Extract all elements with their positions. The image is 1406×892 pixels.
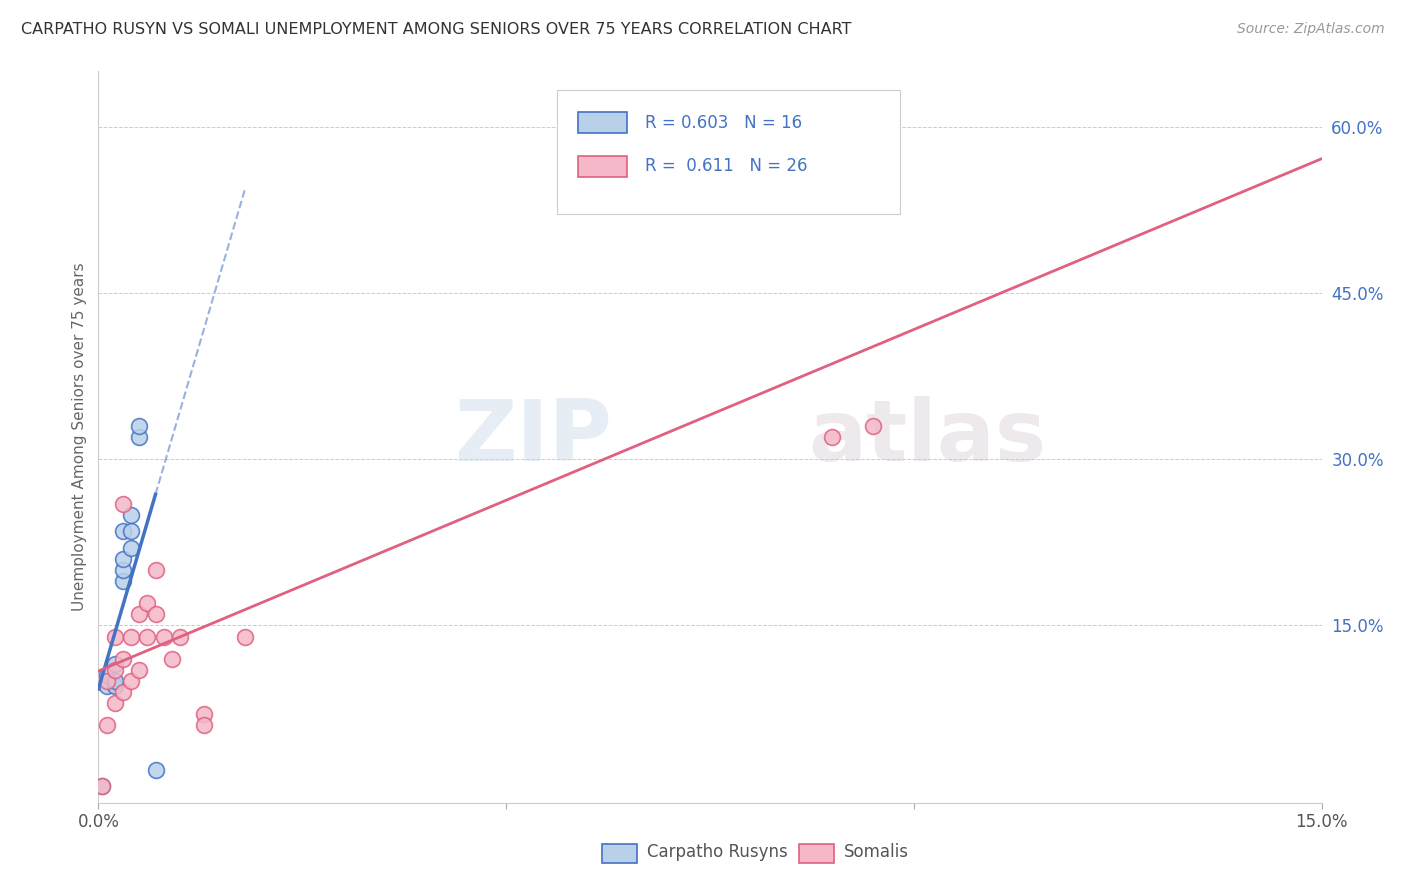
Point [128,430,150,444]
Text: CARPATHO RUSYN VS SOMALI UNEMPLOYMENT AMONG SENIORS OVER 75 YEARS CORRELATION CH: CARPATHO RUSYN VS SOMALI UNEMPLOYMENT AM… [21,22,852,37]
Point [104,680,127,694]
Text: R = 0.603   N = 16: R = 0.603 N = 16 [645,113,803,131]
Point [193,718,215,732]
Point [91,779,114,793]
Text: Carpatho Rusyns: Carpatho Rusyns [647,843,787,861]
Point [96,668,118,682]
Point [128,419,150,434]
Point [169,630,191,644]
Point [120,524,142,539]
Point [104,673,127,688]
Point [111,651,134,665]
Point [145,763,167,777]
Point [96,673,118,688]
Point [136,596,159,610]
Point [104,657,127,672]
FancyBboxPatch shape [557,90,900,214]
Point [104,663,127,677]
Point [821,430,844,444]
Point [96,680,118,694]
Point [160,651,183,665]
Point [862,419,884,434]
Point [111,574,134,589]
Text: ZIP: ZIP [454,395,612,479]
Y-axis label: Unemployment Among Seniors over 75 years: Unemployment Among Seniors over 75 years [72,263,87,611]
Text: atlas: atlas [808,395,1046,479]
Point [91,779,114,793]
Point [104,696,127,710]
Point [104,630,127,644]
Point [152,630,174,644]
Point [233,630,256,644]
FancyBboxPatch shape [578,112,627,133]
Point [145,607,167,622]
Point [576,197,599,211]
Point [128,607,150,622]
Point [136,630,159,644]
Point [111,563,134,577]
Point [111,685,134,699]
Point [111,524,134,539]
Point [128,663,150,677]
Point [111,497,134,511]
Text: R =  0.611   N = 26: R = 0.611 N = 26 [645,158,807,176]
Point [120,673,142,688]
Point [120,630,142,644]
Point [120,541,142,555]
Point [111,552,134,566]
Text: Somalis: Somalis [844,843,908,861]
Point [120,508,142,522]
Text: Source: ZipAtlas.com: Source: ZipAtlas.com [1237,22,1385,37]
Point [96,718,118,732]
FancyBboxPatch shape [578,156,627,177]
Point [193,707,215,722]
Point [145,563,167,577]
